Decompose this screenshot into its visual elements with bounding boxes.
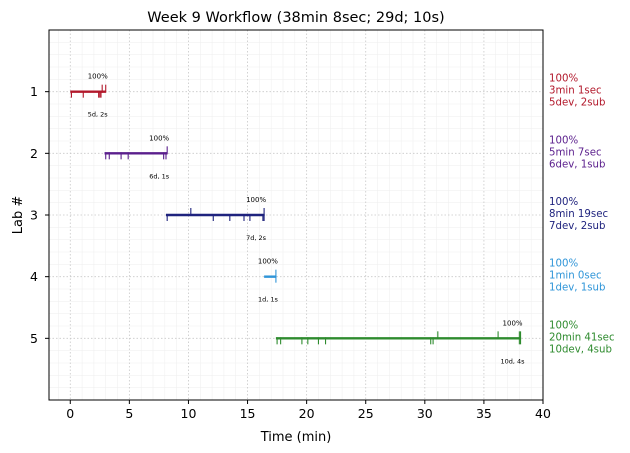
lab-3-summary-line: 7dev, 2sub (549, 221, 605, 232)
lab-4-percent-label: 100% (258, 258, 278, 266)
lab-3-summary-line: 8min 19sec (549, 209, 608, 220)
lab-1-summary-line: 3min 1sec (549, 86, 602, 97)
lab-3-summary-line: 100% (549, 197, 578, 208)
lab-1-summary-line: 5dev, 2sub (549, 98, 605, 109)
x-axis-label: Time (min) (260, 430, 332, 445)
lab-4-summary-line: 100% (549, 259, 578, 270)
lab-2-count-label: 6d, 1s (149, 172, 170, 180)
lab-2-summary-line: 6dev, 1sub (549, 159, 605, 170)
lab-2-percent-label: 100% (149, 134, 169, 142)
lab-2-summary-line: 100% (549, 135, 578, 146)
x-tick-label: 35 (476, 406, 492, 421)
x-tick-label: 30 (417, 406, 433, 421)
lab-4-summary-line: 1min 0sec (549, 271, 602, 282)
x-tick-label: 15 (240, 406, 256, 421)
y-axis-label: Lab # (11, 196, 26, 235)
y-tick-label: 5 (30, 331, 38, 346)
lab-3-percent-label: 100% (246, 196, 266, 204)
y-tick-label: 2 (30, 146, 38, 161)
lab-3-count-label: 7d, 2s (246, 234, 267, 242)
lab-2-summary-line: 5min 7sec (549, 147, 602, 158)
x-tick-label: 0 (66, 406, 74, 421)
x-tick-label: 25 (358, 406, 374, 421)
lab-1-summary-line: 100% (549, 74, 578, 85)
lab-5-count-label: 10d, 4s (501, 357, 526, 365)
lab-5-summary-line: 100% (549, 320, 578, 331)
data-marks: 100% 5d, 2s 100% 6d, 1s 100% 7d, 2s 100% 1d, 1s… (70, 73, 526, 365)
lab-1-percent-label: 100% (88, 73, 108, 81)
axes: 0 5 10 15 20 25 30 35 40 1 2 3 4 5 (30, 84, 551, 421)
x-tick-label: 40 (535, 406, 551, 421)
x-tick-label: 5 (125, 406, 133, 421)
x-tick-label: 20 (299, 406, 315, 421)
lab-1-count-label: 5d, 2s (88, 111, 109, 119)
x-tick-label: 10 (181, 406, 197, 421)
y-tick-label: 1 (30, 84, 38, 99)
y-tick-label: 3 (30, 208, 38, 223)
lab-5-summary-line: 10dev, 4sub (549, 344, 612, 355)
lab-5-percent-label: 100% (503, 319, 523, 327)
chart-title: Week 9 Workflow (38min 8sec; 29d; 10s) (147, 10, 444, 26)
lab-4-summary-line: 1dev, 1sub (549, 283, 605, 294)
lab-4-count-label: 1d, 1s (258, 296, 279, 304)
lab-5-summary-line: 20min 41sec (549, 332, 615, 343)
y-tick-label: 4 (30, 269, 38, 284)
